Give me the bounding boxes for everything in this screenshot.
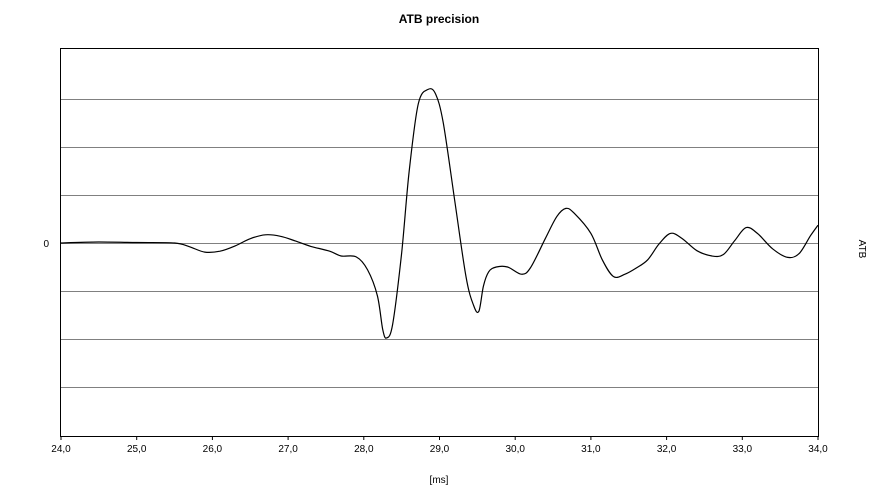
x-tick-label: 30,0 (505, 444, 525, 455)
x-tick-label: 32,0 (657, 444, 677, 455)
y-axis-ticks: 0 (43, 239, 49, 250)
x-axis-label: [ms] (430, 475, 449, 486)
chart-title: ATB precision (399, 12, 479, 26)
x-tick-label: 26,0 (203, 444, 223, 455)
series-line (60, 88, 819, 339)
x-tick-label: 25,0 (127, 444, 147, 455)
x-tick-label: 28,0 (354, 444, 374, 455)
x-tick-label: 34,0 (808, 444, 828, 455)
x-tick-label: 24,0 (51, 444, 71, 455)
x-tick-label: 27,0 (278, 444, 298, 455)
x-tick-label: 31,0 (581, 444, 601, 455)
x-tick-label: 33,0 (733, 444, 753, 455)
gridlines (61, 99, 818, 388)
right-axis-label: ATB (856, 240, 867, 259)
x-tick-label: 29,0 (430, 444, 450, 455)
x-axis-ticks: 24,0 25,0 26,0 27,0 28,0 29,0 30,0 31,0 32,0 33,0… (51, 436, 828, 455)
y-tick-label: 0 (43, 239, 49, 250)
